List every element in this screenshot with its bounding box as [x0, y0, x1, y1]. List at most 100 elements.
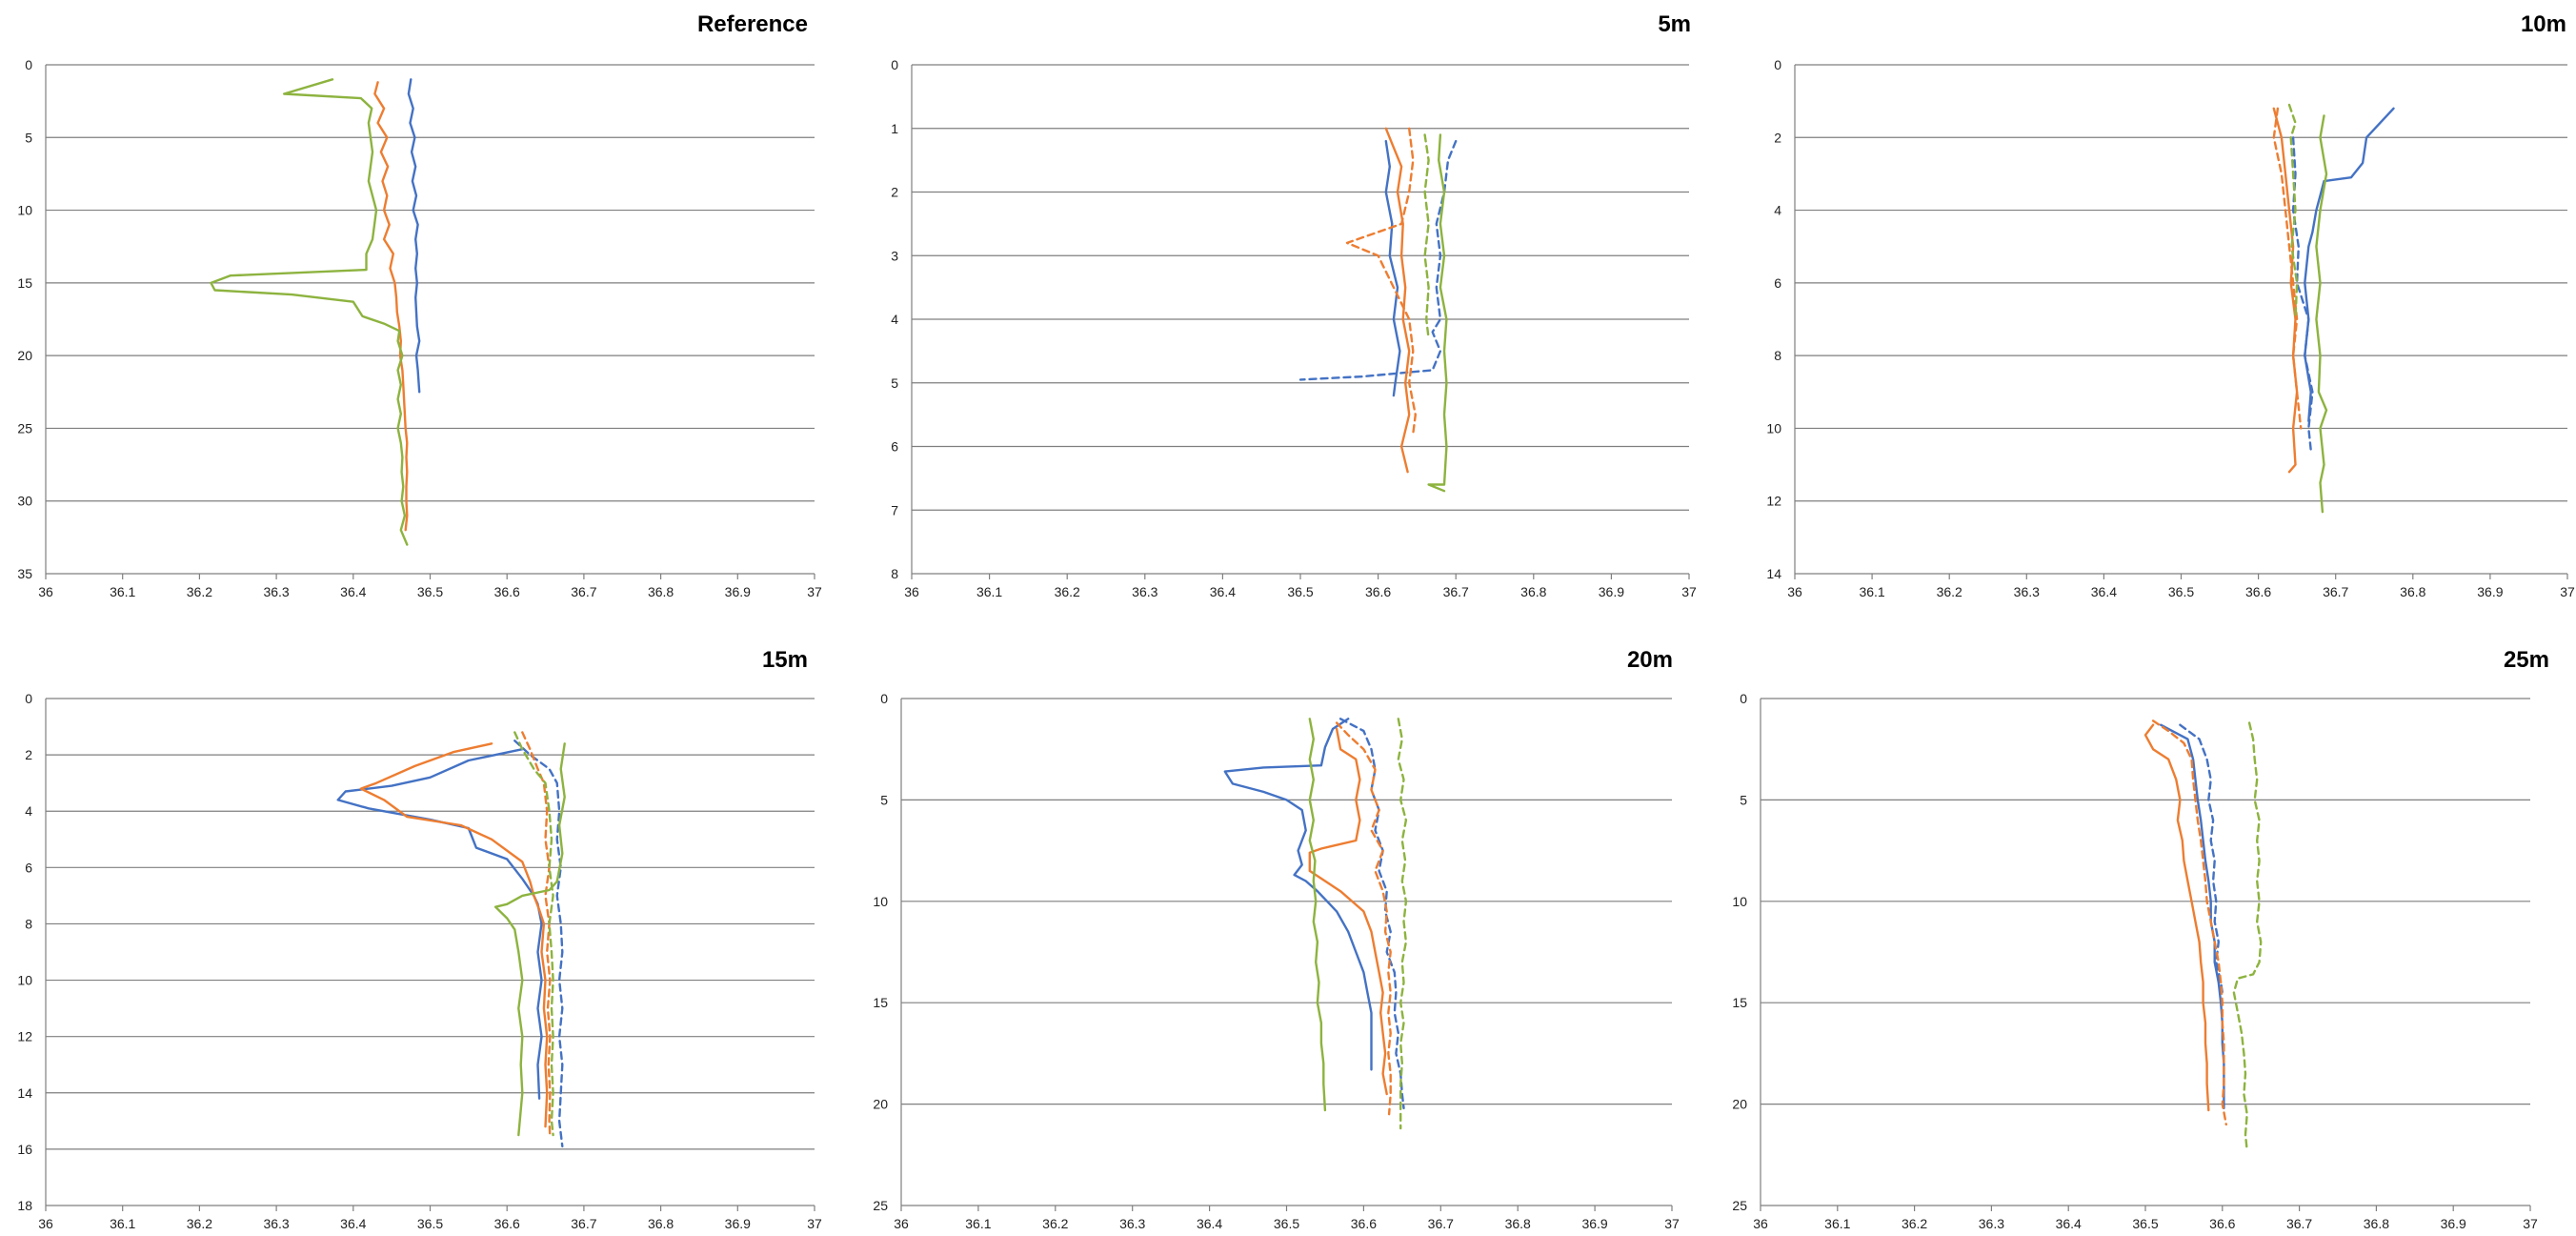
x-tick-label: 36.7 [2286, 1216, 2312, 1231]
chart-plot: 0 5 10 15 20 25 36 36.1 36.2 36.3 36.4 36.5 36.6 36.7… [873, 691, 1680, 1231]
chart-plot: 0 2 4 6 8 10 12 14 36 36.1 36.2 36.3 36.4 36.5 36.6 36.… [1766, 57, 2575, 599]
y-tick-label: 12 [1766, 494, 1781, 509]
x-tick-label: 36.1 [1859, 584, 1884, 599]
y-tick-label: 4 [1774, 203, 1781, 218]
series-line-green-solid [1308, 718, 1327, 1112]
x-tick-label: 36.4 [1197, 1216, 1222, 1231]
x-tick-label: 36.1 [1824, 1216, 1850, 1231]
x-tick-label: 36.5 [2132, 1216, 2158, 1231]
x-tick-label: 36.8 [648, 584, 674, 599]
y-tick-label: 0 [25, 57, 32, 72]
series-line-blue-solid [407, 78, 421, 394]
series-line-blue-dashed [2291, 136, 2314, 452]
y-tick-label: 0 [1774, 57, 1781, 72]
y-tick-label: 4 [891, 312, 898, 327]
x-tick-label: 37 [2523, 1216, 2538, 1231]
x-tick-label: 36.8 [1505, 1216, 1531, 1231]
x-tick-label: 37 [807, 584, 822, 599]
y-tick-label: 1 [891, 121, 898, 136]
x-tick-label: 36.4 [2091, 584, 2117, 599]
x-tick-label: 37 [2560, 584, 2575, 599]
series-line-green-dashed [2287, 103, 2299, 321]
x-tick-label: 37 [807, 1216, 822, 1231]
x-tick-label: 36.9 [725, 1216, 751, 1231]
y-tick-label: 6 [1774, 275, 1781, 291]
y-tick-label: 18 [17, 1198, 32, 1213]
y-tick-label: 15 [1732, 995, 1747, 1010]
y-tick-label: 0 [880, 691, 888, 706]
y-tick-label: 30 [17, 494, 32, 509]
series-line-orange-dashed [2151, 719, 2227, 1126]
x-tick-label: 36.3 [263, 584, 289, 599]
series-line-blue-solid [1223, 718, 1373, 1071]
series-line-green-dashed [2232, 721, 2263, 1152]
y-tick-label: 16 [17, 1142, 32, 1157]
y-tick-label: 8 [1774, 348, 1781, 363]
x-tick-label: 37 [1681, 584, 1697, 599]
x-tick-label: 36.9 [2477, 584, 2503, 599]
y-tick-label: 5 [1740, 792, 1747, 807]
y-tick-label: 5 [25, 130, 32, 145]
chart-title: 20m [1626, 647, 1673, 673]
chart-panel-10m: 10m 0 2 4 6 8 10 12 14 36 36.1 36.2 36.3 36.4 36.5 36.… [1738, 0, 2576, 619]
y-tick-label: 35 [17, 566, 32, 581]
x-tick-label: 36.2 [1937, 584, 1962, 599]
x-tick-label: 36.6 [1351, 1216, 1377, 1231]
chart-plot: 0 2 4 6 8 10 12 14 16 18 36 36.1 36.2 36.3 36.4 36.5 36.… [17, 691, 822, 1231]
x-tick-label: 36.5 [2168, 584, 2194, 599]
x-tick-label: 36 [1753, 1216, 1768, 1231]
chart-panel-reference: Reference 0 5 10 15 20 25 30 35 36 36.1 36.2 36.3 36… [0, 0, 829, 619]
series-line-blue-solid [336, 748, 543, 1100]
x-tick-label: 37 [1664, 1216, 1680, 1231]
y-tick-label: 10 [1732, 894, 1747, 909]
x-tick-label: 36.3 [1119, 1216, 1145, 1231]
y-tick-label: 8 [25, 916, 32, 931]
y-tick-label: 25 [17, 420, 32, 436]
y-tick-label: 10 [873, 894, 888, 909]
x-tick-label: 36.1 [110, 584, 135, 599]
x-tick-label: 36 [38, 1216, 53, 1231]
y-tick-label: 20 [17, 348, 32, 363]
chart-plot: 0 5 10 15 20 25 30 35 36 36.1 36.2 36.3 36.4 36.5 36.6… [17, 57, 822, 599]
x-tick-label: 36.1 [110, 1216, 135, 1231]
y-tick-label: 4 [25, 803, 32, 819]
chart-title: 15m [761, 647, 808, 673]
y-tick-label: 15 [873, 995, 888, 1010]
chart-title: 25m [2503, 647, 2549, 673]
y-tick-label: 7 [891, 502, 898, 517]
series-line-blue-solid [1384, 139, 1401, 397]
y-tick-label: 20 [873, 1097, 888, 1112]
y-tick-label: 0 [891, 57, 898, 72]
x-tick-label: 36.6 [2245, 584, 2271, 599]
x-tick-label: 36.7 [1428, 1216, 1454, 1231]
series-line-green-solid [2315, 114, 2328, 514]
series-line-blue-solid [2160, 723, 2225, 1110]
x-tick-label: 36.7 [571, 584, 596, 599]
chart-plot: 0 5 10 15 20 25 36 36.1 36.2 36.3 36.4 36.5 36.6 36.7… [1732, 691, 2538, 1231]
x-tick-label: 36.9 [1599, 584, 1624, 599]
x-tick-label: 36.5 [417, 1216, 443, 1231]
chart-plot: 0 1 2 3 4 5 6 7 8 36 36.1 36.2 36.3 36.4 36.5 36.6 36.7 3… [891, 57, 1697, 599]
series-line-blue-dashed [513, 740, 564, 1148]
y-tick-label: 12 [17, 1029, 32, 1044]
x-tick-label: 36.3 [1132, 584, 1157, 599]
series-line-orange-dashed [2272, 107, 2303, 430]
x-tick-label: 36.9 [2441, 1216, 2466, 1231]
series-line-green-dashed [1423, 133, 1430, 340]
series-line-orange-solid [373, 81, 409, 532]
series-line-orange-solid [2272, 107, 2299, 474]
x-tick-label: 36.8 [1520, 584, 1546, 599]
x-tick-label: 36.4 [1210, 584, 1236, 599]
y-tick-label: 25 [1732, 1198, 1747, 1213]
series-line-blue-dashed [1338, 718, 1405, 1110]
x-tick-label: 36.5 [1287, 584, 1313, 599]
x-tick-label: 36.9 [725, 584, 751, 599]
x-tick-label: 36.3 [2014, 584, 2040, 599]
series-line-green-dashed [513, 731, 554, 1137]
x-tick-label: 36.5 [417, 584, 443, 599]
x-tick-label: 36.2 [1902, 1216, 1927, 1231]
x-tick-label: 36.2 [187, 584, 212, 599]
y-tick-label: 10 [17, 973, 32, 988]
series-line-orange-solid [359, 742, 549, 1128]
x-tick-label: 36.9 [1581, 1216, 1607, 1231]
